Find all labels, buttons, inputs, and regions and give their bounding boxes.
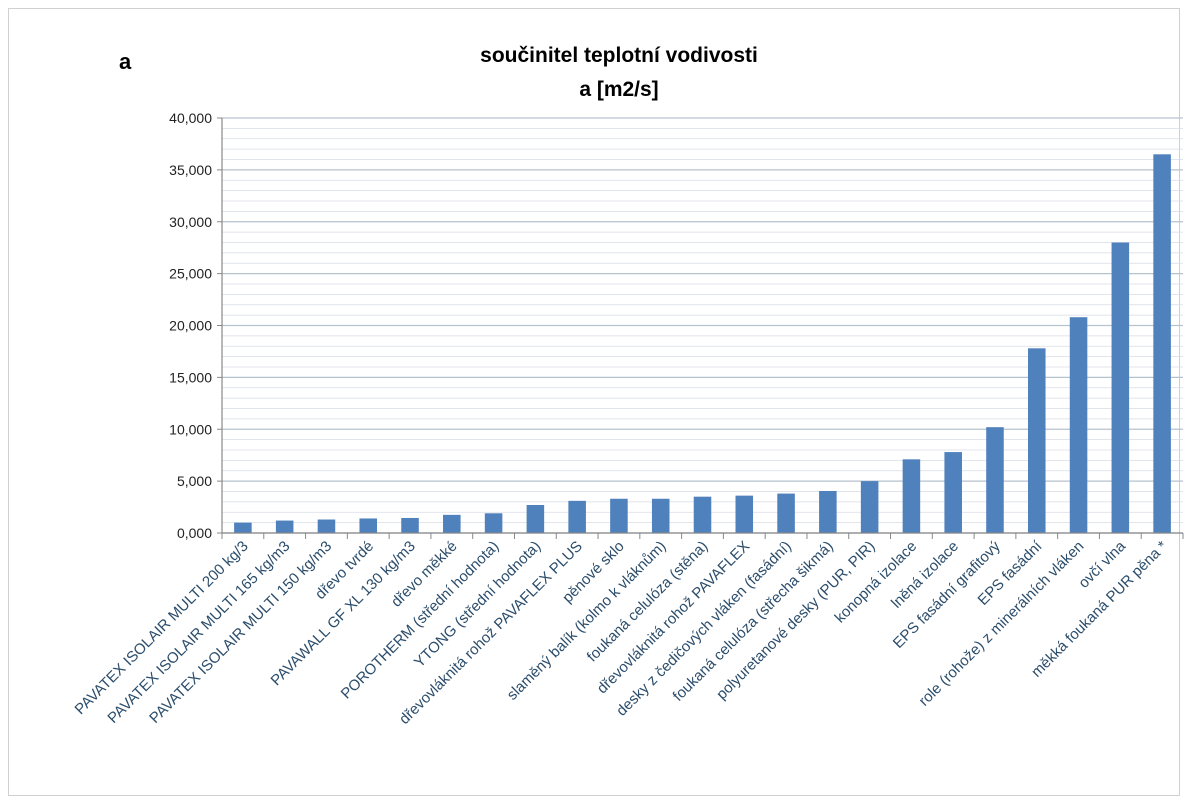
bar xyxy=(693,496,712,533)
bar xyxy=(610,498,628,533)
bar xyxy=(986,427,1004,533)
bar xyxy=(317,519,336,533)
chart-title: součinitel teplotní vodivosti xyxy=(480,44,758,67)
x-tick-label: PAVATEX ISOLAIR MULTI 165 kg/m3 xyxy=(104,538,293,727)
y-tick-label: 25,000 xyxy=(169,266,212,282)
y-tick-label: 10,000 xyxy=(169,421,212,437)
bar xyxy=(777,493,795,533)
y-tick-label: 5,000 xyxy=(177,473,212,489)
x-tick-label: dřevovláknitá rohož PAVAFLEX xyxy=(594,538,753,697)
y-tick-label: 35,000 xyxy=(169,162,212,178)
bar xyxy=(234,522,252,533)
chart-frame: a součinitel teplotní vodivosti a [m2/s] xyxy=(8,8,1180,796)
bar xyxy=(1069,317,1088,533)
bar xyxy=(860,481,879,533)
bar xyxy=(1027,348,1046,533)
bar xyxy=(443,514,461,533)
bar xyxy=(568,500,586,533)
bar xyxy=(484,513,503,533)
bar xyxy=(401,517,419,533)
chart-title-block: součinitel teplotní vodivosti a [m2/s] xyxy=(369,39,869,107)
grid-lines xyxy=(222,117,1183,534)
y-tick-label: 0,000 xyxy=(177,525,212,541)
bar xyxy=(359,518,378,533)
bar xyxy=(1111,242,1130,533)
bar xyxy=(902,459,921,533)
y-tick-label: 15,000 xyxy=(169,369,212,385)
y-tick-label: 20,000 xyxy=(169,318,212,334)
bar xyxy=(944,452,962,533)
y-tick-label: 40,000 xyxy=(169,110,212,126)
y-axis-ticks: 0,000 5,000 10,000 15,000 20,000 25,000 30,000… xyxy=(169,110,222,541)
bar xyxy=(651,498,670,533)
bar xyxy=(1153,154,1171,533)
x-tick-label: PAVATEX ISOLAIR MULTI 200 kg/3 xyxy=(71,538,251,718)
bar xyxy=(735,495,754,533)
y-tick-label: 30,000 xyxy=(169,214,212,230)
bar xyxy=(275,520,294,533)
bar xyxy=(819,490,837,533)
bar xyxy=(526,504,545,533)
chart-subtitle: a [m2/s] xyxy=(579,78,659,101)
x-tick-label: PAVATEX ISOLAIR MULTI 150 kg/m3 xyxy=(146,538,335,727)
axes xyxy=(221,118,1184,539)
panel-label: a xyxy=(119,49,132,74)
bars xyxy=(234,154,1171,533)
